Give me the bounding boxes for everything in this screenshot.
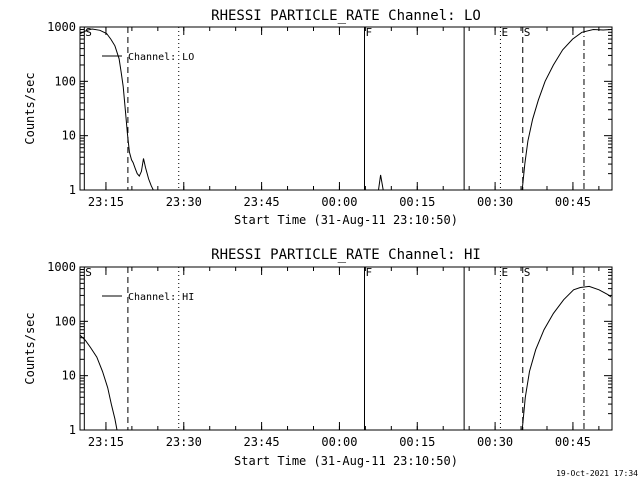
y-axis-label: Counts/sec bbox=[23, 72, 37, 144]
y-tick-label: 10 bbox=[62, 369, 76, 383]
event-marker-label: F bbox=[365, 26, 372, 39]
x-tick-label: 00:15 bbox=[399, 195, 435, 209]
y-tick-label: 100 bbox=[54, 74, 76, 88]
x-tick-label: 23:45 bbox=[244, 435, 280, 449]
event-marker-label: S bbox=[524, 26, 531, 39]
event-marker-label: S bbox=[85, 266, 92, 279]
series-line-0-segment-0 bbox=[80, 28, 154, 190]
x-tick-label: 23:15 bbox=[88, 435, 124, 449]
y-tick-label: 1 bbox=[69, 423, 76, 437]
x-tick-label: 00:00 bbox=[321, 435, 357, 449]
plot-frame bbox=[79, 266, 613, 431]
y-tick-label: 1000 bbox=[47, 260, 76, 274]
x-axis-label: Start Time (31-Aug-11 23:10:50) bbox=[234, 454, 458, 468]
x-tick-label: 23:15 bbox=[88, 195, 124, 209]
x-tick-label: 00:30 bbox=[477, 195, 513, 209]
x-axis-label: Start Time (31-Aug-11 23:10:50) bbox=[234, 213, 458, 227]
x-tick-label: 00:45 bbox=[555, 195, 591, 209]
event-marker-label: F bbox=[365, 266, 372, 279]
y-axis-label: Counts/sec bbox=[23, 312, 37, 384]
x-tick-label: 00:00 bbox=[321, 195, 357, 209]
plot-frame bbox=[79, 26, 613, 191]
x-tick-label: 23:30 bbox=[166, 195, 202, 209]
event-marker-label: E bbox=[501, 26, 508, 39]
event-marker-label: E bbox=[501, 266, 508, 279]
legend-label: Channel: HI bbox=[128, 292, 194, 303]
y-tick-label: 10 bbox=[62, 129, 76, 143]
x-tick-label: 00:45 bbox=[555, 435, 591, 449]
y-tick-label: 1 bbox=[69, 183, 76, 197]
x-tick-label: 00:15 bbox=[399, 435, 435, 449]
chart-panel-1: RHESSI PARTICLE_RATE Channel: HI 1 10 100 10… bbox=[23, 247, 613, 468]
y-tick-label: 100 bbox=[54, 314, 76, 328]
chart-panel-0: RHESSI PARTICLE_RATE Channel: LO 1 10 100 10… bbox=[23, 8, 613, 227]
legend-label: Channel: LO bbox=[128, 52, 194, 63]
x-tick-label: 00:30 bbox=[477, 435, 513, 449]
chart-title: RHESSI PARTICLE_RATE Channel: HI bbox=[211, 247, 481, 263]
x-tick-label: 23:30 bbox=[166, 435, 202, 449]
generation-timestamp: 19-Oct-2021 17:34 bbox=[556, 469, 638, 478]
event-marker-label: S bbox=[85, 26, 92, 39]
chart-title: RHESSI PARTICLE_RATE Channel: LO bbox=[211, 8, 481, 24]
x-tick-label: 23:45 bbox=[244, 195, 280, 209]
event-marker-label: S bbox=[524, 266, 531, 279]
chart-panels: RHESSI PARTICLE_RATE Channel: LO11010010… bbox=[23, 8, 613, 468]
y-tick-label: 1000 bbox=[47, 20, 76, 34]
